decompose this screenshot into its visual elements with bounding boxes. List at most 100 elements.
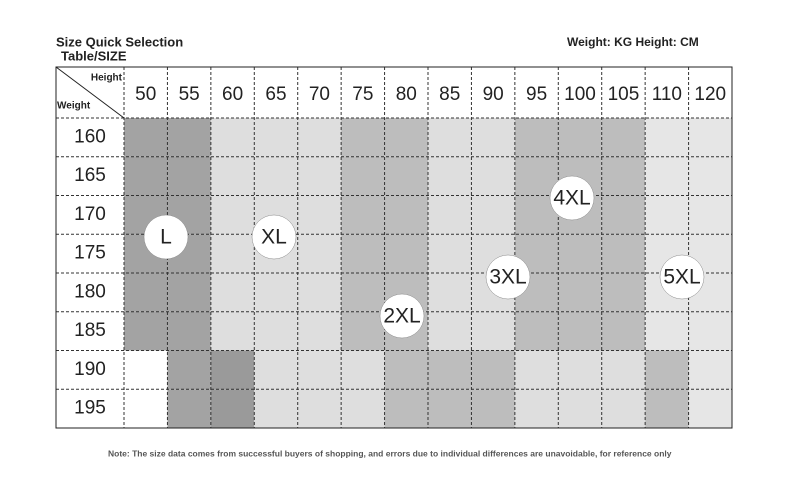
cell <box>601 389 646 428</box>
cell <box>124 156 168 196</box>
cell <box>297 273 342 312</box>
cell <box>514 311 559 351</box>
cell <box>297 350 342 390</box>
cell <box>210 234 255 273</box>
cell <box>428 350 472 390</box>
cell <box>558 234 602 273</box>
cell <box>341 350 385 390</box>
cell <box>254 156 298 196</box>
cell <box>514 389 559 428</box>
subtitle: Table/SIZE <box>61 48 127 63</box>
cell <box>297 389 342 428</box>
size-badge <box>659 254 705 300</box>
cell <box>124 273 168 312</box>
corner-diagonal <box>55 66 125 119</box>
cell <box>297 311 342 351</box>
cell <box>471 195 515 235</box>
cell <box>558 273 602 312</box>
column-header: 95 <box>526 84 547 105</box>
cell <box>210 311 255 351</box>
cell <box>167 118 211 157</box>
cell <box>124 118 168 157</box>
cell <box>601 234 646 273</box>
row-header: 190 <box>74 359 106 380</box>
cell <box>210 195 255 235</box>
cell <box>384 118 428 157</box>
cell <box>384 234 428 273</box>
column-header: 55 <box>179 84 200 105</box>
cell <box>645 156 689 196</box>
size-badge <box>379 293 425 339</box>
cell <box>297 195 342 235</box>
column-header: 80 <box>396 84 417 105</box>
cell <box>210 273 255 312</box>
cell <box>428 389 472 428</box>
cell <box>601 156 646 196</box>
cell <box>601 350 646 390</box>
cell <box>645 118 689 157</box>
cell <box>428 156 472 196</box>
cell <box>210 156 255 196</box>
cell <box>254 389 298 428</box>
cell <box>384 195 428 235</box>
row-header: 175 <box>74 243 106 264</box>
cell <box>384 350 428 390</box>
cell <box>254 311 298 351</box>
cell <box>210 389 255 428</box>
cell <box>428 118 472 157</box>
cell <box>514 156 559 196</box>
row-header: 160 <box>74 126 106 147</box>
cell <box>341 273 385 312</box>
cell <box>384 156 428 196</box>
cell <box>341 311 385 351</box>
cell <box>558 311 602 351</box>
cell <box>601 195 646 235</box>
size-badge <box>549 175 595 221</box>
cell <box>688 195 732 235</box>
corner-top: Height <box>91 73 123 84</box>
cell <box>210 350 255 390</box>
cell <box>471 311 515 351</box>
cell <box>514 350 559 390</box>
cell <box>645 350 689 390</box>
cell <box>297 118 342 157</box>
cell <box>341 195 385 235</box>
cell <box>688 311 732 351</box>
cell <box>124 311 168 351</box>
cell <box>341 389 385 428</box>
column-header: 70 <box>309 84 330 105</box>
cell <box>297 234 342 273</box>
column-header: 90 <box>483 84 504 105</box>
cell <box>471 350 515 390</box>
row-header: 180 <box>74 281 106 302</box>
cell <box>688 156 732 196</box>
cell <box>645 195 689 235</box>
cell <box>210 118 255 157</box>
row-header: 170 <box>74 204 106 225</box>
column-header: 60 <box>222 84 243 105</box>
cell <box>341 234 385 273</box>
row-header: 195 <box>74 398 106 419</box>
cell <box>558 118 602 157</box>
cell <box>688 389 732 428</box>
cell <box>428 273 472 312</box>
size-label: 3XL <box>489 266 526 289</box>
corner-bottom: Weight <box>57 101 91 112</box>
cell <box>167 350 211 390</box>
cell <box>167 156 211 196</box>
size-label: 5XL <box>663 266 700 289</box>
cell <box>167 273 211 312</box>
column-header: 110 <box>652 84 682 105</box>
cell <box>601 311 646 351</box>
cell <box>688 118 732 157</box>
cell <box>254 118 298 157</box>
size-badge <box>485 254 531 300</box>
cell <box>601 118 646 157</box>
cell <box>341 156 385 196</box>
cell <box>167 389 211 428</box>
column-header: 120 <box>694 84 726 105</box>
cell <box>428 311 472 351</box>
column-header: 105 <box>608 84 640 105</box>
size-badge <box>143 214 189 260</box>
